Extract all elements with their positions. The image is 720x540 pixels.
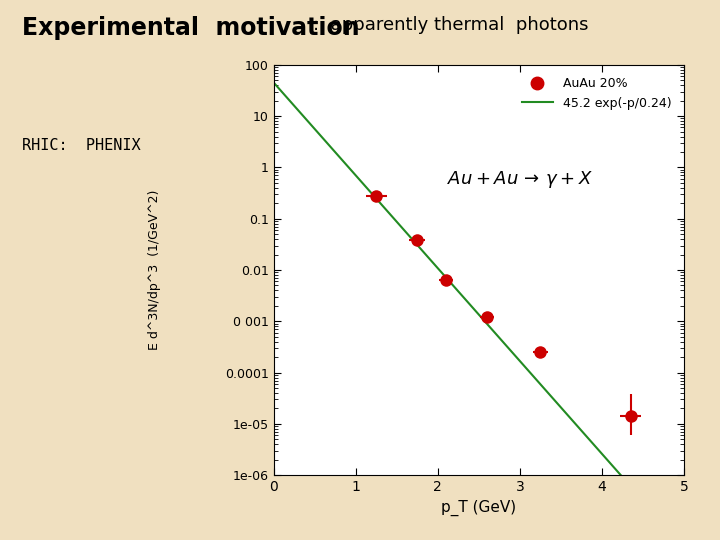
Text: :  apparently thermal  photons: : apparently thermal photons xyxy=(313,16,589,34)
Text: Experimental  motivation: Experimental motivation xyxy=(22,16,359,40)
Legend: AuAu 20%, 45.2 exp(-p/0.24): AuAu 20%, 45.2 exp(-p/0.24) xyxy=(516,71,678,116)
Text: $\mathit{Au} + \mathit{Au}\, \rightarrow\, \gamma + X$: $\mathit{Au} + \mathit{Au}\, \rightarrow… xyxy=(447,169,593,190)
X-axis label: p_T (GeV): p_T (GeV) xyxy=(441,500,516,516)
Text: E d^3N/dp^3  (1/GeV^2): E d^3N/dp^3 (1/GeV^2) xyxy=(148,190,161,350)
Text: RHIC:  PHENIX: RHIC: PHENIX xyxy=(22,138,140,153)
